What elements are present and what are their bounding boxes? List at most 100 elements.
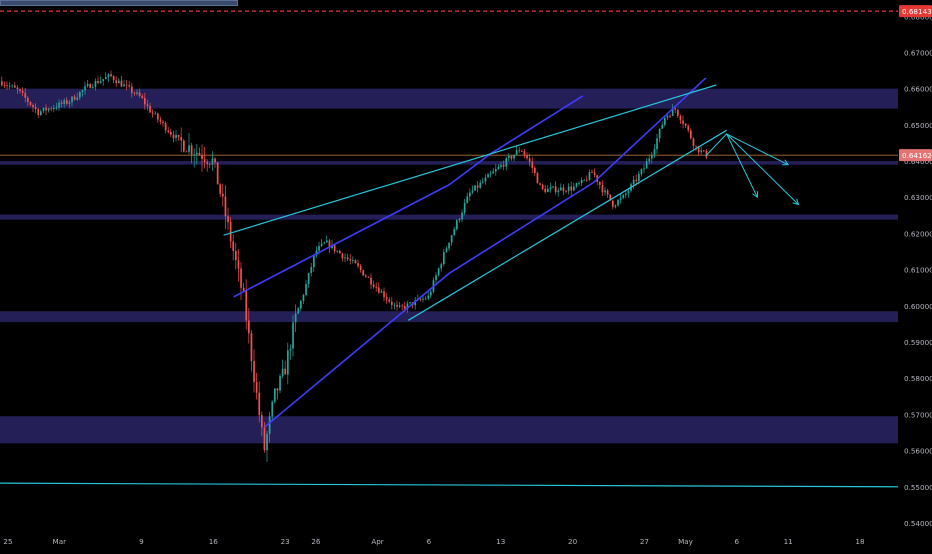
candle-154	[401, 303, 404, 311]
price-axis-background	[898, 0, 932, 550]
candle-body	[580, 179, 583, 184]
candle-63	[164, 121, 167, 134]
candle-120	[313, 254, 315, 272]
candle-150	[391, 297, 393, 310]
candle-144	[375, 282, 378, 292]
candle-66	[172, 130, 175, 143]
candle-27	[71, 95, 73, 107]
y-tick-label-10: 0.58000	[904, 374, 932, 383]
candle-body	[92, 86, 94, 88]
candle-42	[110, 70, 112, 78]
candle-body	[79, 91, 81, 98]
candle-37	[97, 76, 99, 85]
candle-body	[21, 90, 24, 93]
candle-3	[8, 82, 11, 90]
zone-0	[0, 88, 898, 109]
candle-185	[482, 177, 484, 184]
candle-body	[232, 241, 235, 252]
candle-body	[339, 250, 341, 254]
candle-239	[622, 194, 625, 200]
candle-193	[502, 160, 505, 171]
candle-body	[591, 172, 593, 173]
y-tick-label-12: 0.56000	[904, 447, 932, 456]
projection-arrows	[705, 133, 800, 206]
candle-116	[302, 293, 305, 305]
candle-body	[476, 185, 479, 188]
candle-body	[172, 134, 175, 139]
candle-83	[216, 162, 219, 185]
candle-body	[682, 120, 684, 124]
candle-178	[463, 198, 466, 216]
candle-body	[307, 273, 310, 285]
candle-115	[300, 299, 302, 312]
candle-254	[661, 121, 664, 130]
candle-61	[159, 116, 162, 125]
candle-body	[255, 382, 258, 393]
candle-216	[562, 184, 565, 196]
candle-body	[674, 108, 677, 110]
candle-157	[409, 301, 411, 305]
candle-110	[287, 342, 289, 385]
candle-10	[27, 96, 29, 107]
candle-6	[16, 85, 19, 94]
candle-107	[279, 373, 281, 394]
support-resistance-zones	[0, 10, 898, 444]
candle-body	[573, 186, 575, 191]
candle-body	[344, 257, 346, 259]
candle-262	[682, 115, 684, 129]
candle-body	[292, 322, 294, 349]
candle-body	[700, 150, 703, 153]
candle-body	[27, 97, 29, 102]
candle-99	[258, 381, 261, 423]
candle-body	[479, 182, 482, 188]
x-tick-label-12: 6	[735, 537, 740, 546]
candle-body	[300, 300, 302, 309]
candle-64	[167, 126, 170, 134]
candle-130	[339, 249, 341, 254]
candle-body	[536, 173, 539, 184]
candle-13	[34, 103, 37, 114]
candle-226	[588, 169, 591, 181]
toolbar-strip[interactable]	[0, 0, 238, 6]
candle-body	[372, 284, 375, 288]
candle-30	[79, 91, 81, 101]
candle-186	[484, 173, 487, 185]
candle-207	[539, 182, 541, 186]
x-tick-label-7: 6	[427, 537, 432, 546]
candle-28	[73, 94, 76, 101]
candle-body	[24, 92, 27, 98]
candle-body	[562, 187, 565, 192]
candle-body	[175, 134, 177, 139]
candle-body	[37, 108, 40, 115]
candle-body	[227, 216, 229, 223]
candle-223	[580, 177, 583, 187]
candle-5	[14, 81, 16, 88]
candle-body	[658, 128, 661, 139]
candle-153	[398, 301, 401, 309]
candle-179	[466, 192, 469, 204]
candle-232	[604, 186, 606, 196]
candle-247	[643, 164, 645, 174]
candle-body	[6, 85, 8, 87]
candle-body	[346, 257, 349, 260]
candle-194	[505, 156, 508, 171]
candle-143	[372, 280, 375, 289]
candle-137	[357, 259, 359, 269]
candle-body	[456, 220, 458, 230]
candle-body	[185, 151, 188, 153]
candle-body	[445, 248, 448, 253]
candle-65	[170, 128, 172, 137]
candle-body	[71, 96, 73, 103]
candle-67	[175, 130, 177, 142]
candle-58	[151, 109, 154, 118]
y-tick-label-14: 0.54000	[904, 519, 932, 528]
candle-128	[333, 244, 336, 254]
candle-103	[268, 411, 271, 443]
candle-54	[141, 93, 144, 100]
candle-body	[487, 174, 489, 178]
candle-187	[487, 172, 489, 178]
candle-body	[645, 161, 648, 169]
candle-220	[573, 182, 575, 192]
